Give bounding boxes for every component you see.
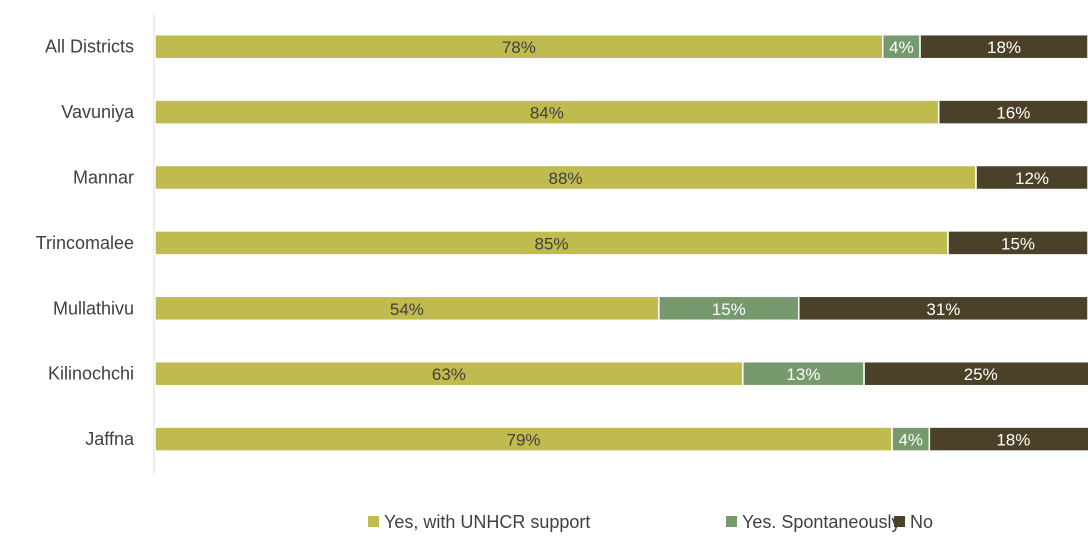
data-label-yes-spontaneously-mullathivu: 15% [712,300,746,319]
bar-yes-with-unhcr-support-vavuniya [154,99,940,125]
category-label-jaffna: Jaffna [85,429,135,449]
bar-yes-with-unhcr-support-mullathivu [154,295,660,322]
data-label-no-vavuniya: 16% [996,104,1030,123]
data-label-no-trincomalee: 15% [1001,234,1035,253]
legend-label-no: No [910,512,933,532]
data-label-yes-with-unhcr-support-trincomalee: 85% [535,234,569,253]
category-label-trincomalee: Trincomalee [36,233,134,253]
category-label-mannar: Mannar [73,168,134,188]
data-label-no-kilinochchi: 25% [964,365,998,384]
data-label-yes-with-unhcr-support-vavuniya: 84% [530,104,564,123]
category-label-vavuniya: Vavuniya [61,102,135,122]
bar-yes-with-unhcr-support-mannar [154,164,977,191]
data-label-yes-spontaneously-kilinochchi: 13% [786,365,820,384]
bar-no-all-districts [919,33,1088,60]
data-label-yes-with-unhcr-support-jaffna: 79% [507,431,541,450]
data-label-no-all-districts: 18% [987,38,1021,57]
bar-yes-spontaneously-jaffna [891,426,931,452]
bar-yes-with-unhcr-support-jaffna [154,426,893,452]
data-label-no-mullathivu: 31% [926,300,960,319]
bar-no-kilinochchi [863,360,1088,387]
legend-swatch-yes-with-unhcr-support [368,516,379,527]
category-label-kilinochchi: Kilinochchi [48,364,134,384]
legend: Yes, with UNHCR support Yes. Spontaneousl… [368,512,933,532]
bars-layer: 78% 4% 18% 84% 16% 88% 12% 85% 15% 54% 15% 31% 63% 13… [154,33,1088,452]
bar-no-jaffna [928,426,1088,452]
legend-swatch-yes-spontaneously [726,516,737,527]
data-label-yes-spontaneously-jaffna: 4% [898,431,923,450]
bar-yes-with-unhcr-support-trincomalee [154,230,949,256]
legend-label-yes-with-unhcr-support: Yes, with UNHCR support [384,512,590,532]
data-label-yes-with-unhcr-support-mannar: 88% [549,169,583,188]
legend-swatch-no [894,516,905,527]
category-labels: All Districts Vavuniya Mannar Trincomalee Mu… [36,37,135,449]
category-label-mullathivu: Mullathivu [53,298,134,318]
bar-no-mullathivu [798,295,1088,322]
data-label-yes-with-unhcr-support-all-districts: 78% [502,38,536,57]
data-label-yes-with-unhcr-support-kilinochchi: 63% [432,365,466,384]
data-label-no-jaffna: 18% [996,431,1030,450]
data-label-yes-spontaneously-all-districts: 4% [889,38,914,57]
data-label-no-mannar: 12% [1015,169,1049,188]
data-label-yes-with-unhcr-support-mullathivu: 54% [390,300,424,319]
category-label-all-districts: All Districts [45,37,134,57]
legend-label-yes-spontaneously: Yes. Spontaneously [742,512,900,532]
bar-yes-with-unhcr-support-kilinochchi [154,360,744,387]
